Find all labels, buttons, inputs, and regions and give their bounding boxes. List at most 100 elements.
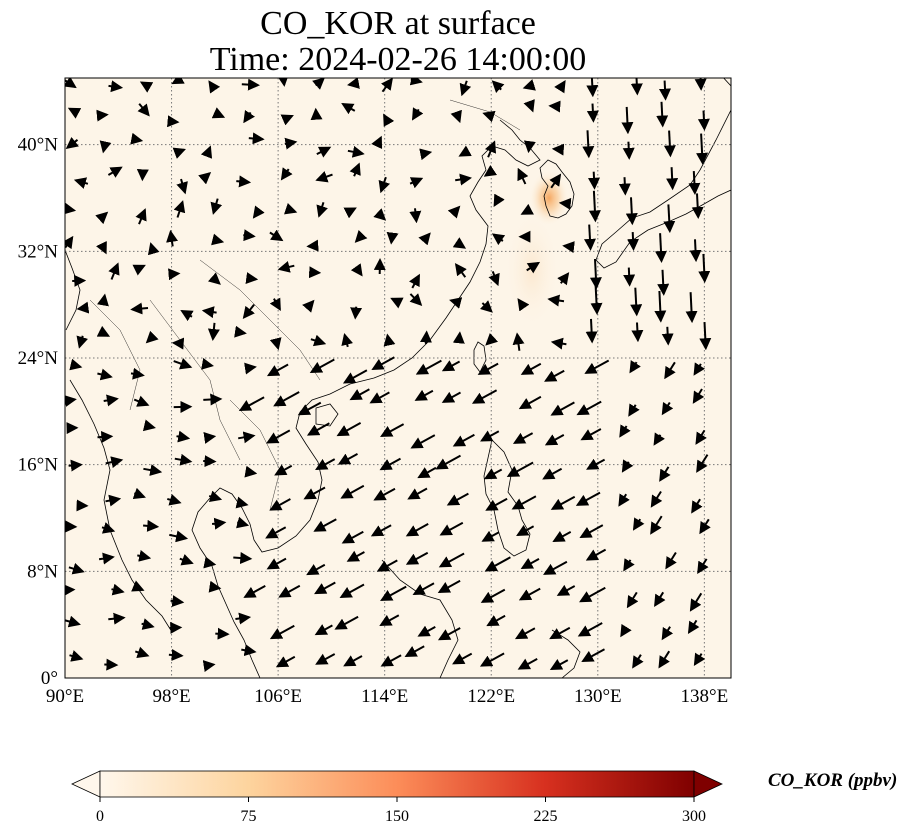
wind-arrow (452, 237, 467, 249)
wind-arrow (526, 261, 541, 274)
wind-arrow (549, 626, 571, 640)
wind-arrow (314, 624, 333, 636)
wind-arrow (170, 595, 185, 607)
wind-arrow (523, 99, 535, 113)
wind-arrow (654, 591, 666, 607)
wind-arrow (373, 208, 387, 221)
wind-arrow (244, 362, 257, 375)
wind-arrow (663, 204, 676, 234)
wind-arrow (577, 622, 603, 637)
wind-arrow (381, 78, 393, 93)
wind-arrow (663, 130, 676, 158)
wind-arrow (390, 297, 404, 309)
wind-arrow (623, 558, 635, 572)
wind-arrow (414, 389, 434, 401)
colorbar-tick-label: 150 (385, 808, 409, 825)
wind-arrow (142, 419, 156, 432)
wind-arrow (696, 133, 709, 165)
wind-arrow (480, 430, 500, 442)
wind-arrow (619, 424, 631, 438)
sulawesi-coastline (551, 629, 581, 678)
wind-arrow (579, 524, 604, 538)
wind-arrow (452, 433, 475, 447)
wind-arrow (169, 530, 189, 543)
wind-arrow (585, 318, 598, 344)
wind-arrow (699, 322, 712, 351)
wind-arrow (65, 202, 77, 215)
wind-arrow (632, 517, 645, 531)
wind-arrow (369, 391, 390, 404)
lat-tick-label: 0° (41, 668, 58, 689)
wind-arrow (130, 367, 145, 380)
wind-arrow (176, 178, 188, 195)
wind-arrow (312, 78, 325, 90)
wind-arrow (69, 358, 83, 371)
wind-arrow (549, 658, 569, 670)
wind-arrow (480, 588, 506, 603)
wind-arrow (549, 173, 562, 189)
wind-arrow (449, 297, 463, 309)
wind-arrow (65, 395, 77, 407)
wind-arrow (586, 458, 606, 470)
wind-arrow (108, 80, 124, 93)
wind-arrow (420, 330, 432, 344)
wind-arrow (346, 550, 365, 562)
wind-arrow (386, 231, 399, 245)
wind-arrow (575, 491, 601, 506)
wind-arrow (280, 167, 293, 181)
philippines-coastline (483, 439, 531, 557)
wind-arrow (171, 337, 185, 350)
wind-arrow (409, 177, 424, 189)
wind-arrow (234, 325, 247, 338)
wind-arrow (233, 552, 253, 564)
wind-arrow (656, 101, 669, 128)
wind-arrow (207, 272, 221, 285)
concentration-field (65, 78, 731, 678)
wind-arrow (280, 114, 294, 126)
wind-arrow (208, 580, 222, 593)
wind-arrow (134, 646, 150, 659)
wind-arrow (308, 266, 322, 279)
wind-arrow (452, 331, 465, 344)
colorbar-tick-label: 225 (534, 808, 558, 825)
wind-arrow (653, 432, 665, 446)
wind-arrow (95, 211, 109, 225)
wind-arrow (65, 584, 76, 597)
wind-arrow (471, 389, 498, 404)
colorbar: 0 75 150 225 300 (71, 770, 723, 825)
wind-arrow (297, 401, 322, 416)
wind-arrow (235, 516, 250, 529)
wind-arrow (354, 230, 368, 243)
wind-arrow (252, 205, 265, 219)
wind-arrow (588, 171, 600, 190)
wind-arrow (659, 80, 671, 101)
wind-arrow (68, 562, 85, 575)
wind-arrow (630, 78, 643, 96)
wind-arrow (548, 100, 561, 113)
wind-arrow (334, 615, 359, 630)
wind-arrow (520, 362, 542, 375)
wind-arrow (418, 232, 431, 246)
colorbar-ticks: 0 75 150 225 300 (96, 797, 706, 825)
wind-arrow (697, 558, 709, 574)
wind-arrow (380, 423, 405, 437)
wind-arrow (98, 552, 115, 565)
map-plot-area[interactable] (62, 60, 731, 678)
wind-arrow (441, 360, 461, 372)
wind-arrow (584, 359, 610, 374)
wind-arrow (266, 557, 287, 570)
lon-tick-label: 90°E (46, 686, 84, 707)
wind-arrow (582, 130, 595, 159)
wind-arrow (132, 487, 146, 500)
wind-arrow (313, 518, 337, 532)
wind-arrow (576, 400, 602, 416)
wind-arrow (520, 203, 534, 215)
wind-arrow (103, 394, 119, 407)
wind-arrow (275, 655, 296, 668)
wind-arrow (417, 466, 437, 479)
latitude-tick-labels: 0° 8°N 16°N 24°N 32°N 40°N (18, 135, 59, 689)
wind-arrow (343, 207, 357, 219)
wind-arrow (347, 145, 365, 158)
wind-arrow (341, 530, 364, 544)
wind-arrow (685, 292, 698, 324)
